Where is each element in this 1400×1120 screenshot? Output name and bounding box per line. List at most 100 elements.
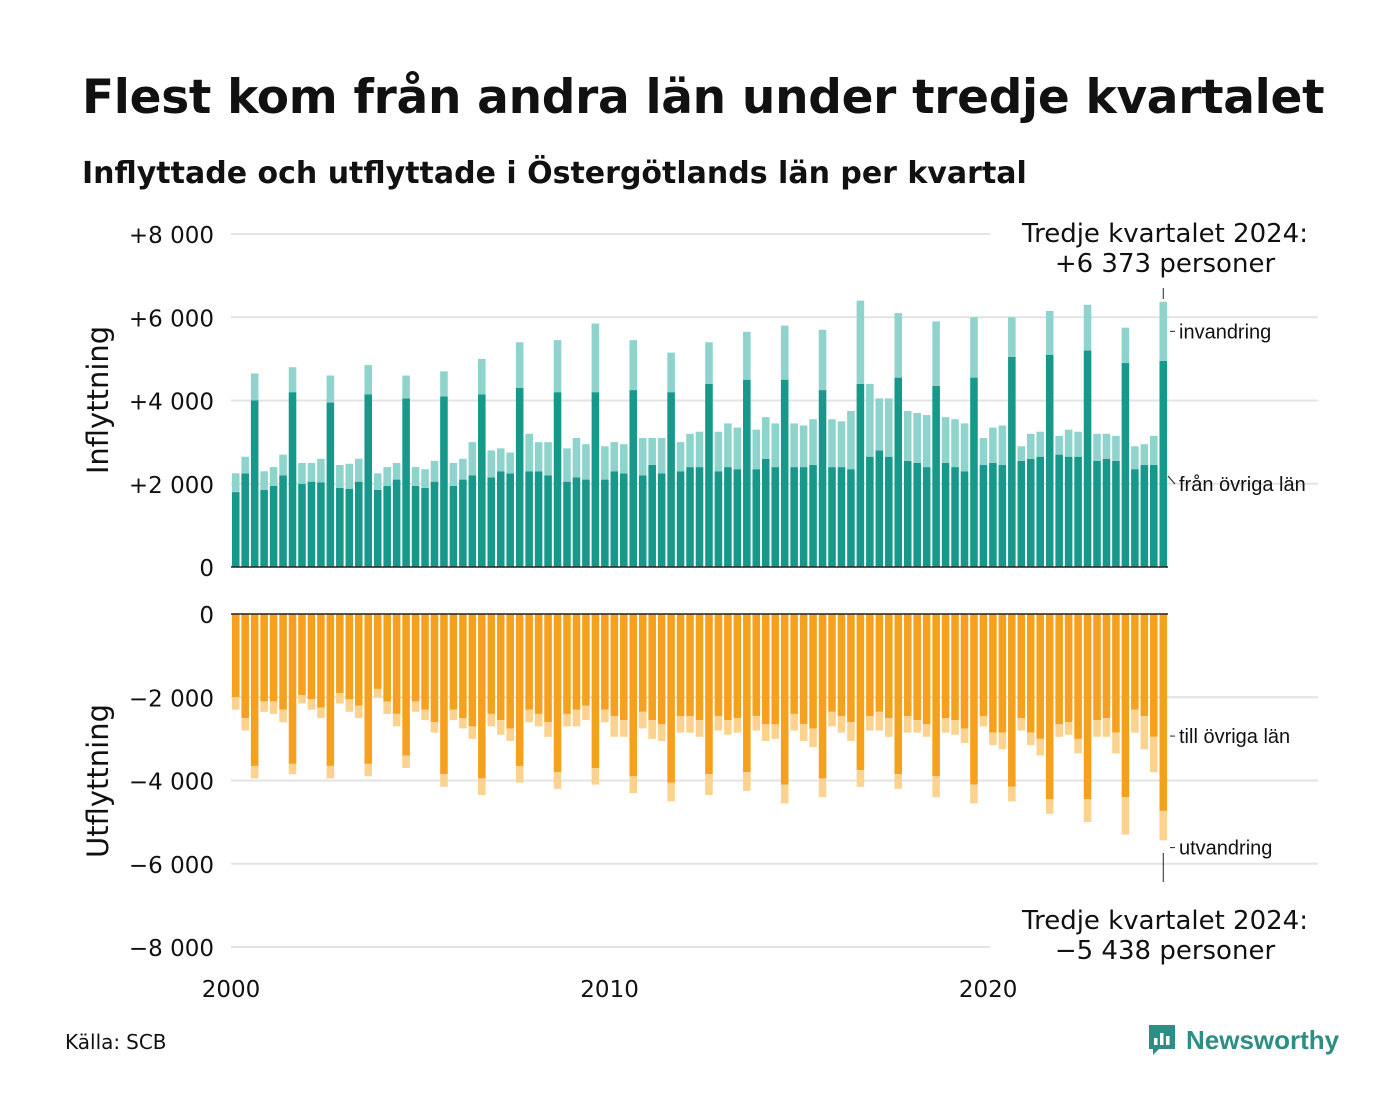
bar-outflow-emigration	[1017, 718, 1026, 731]
bar-outflow-domestic	[515, 614, 524, 766]
bar-inflow-domestic	[1102, 458, 1111, 567]
bar-outflow-emigration	[1083, 799, 1092, 823]
bar-outflow-domestic	[591, 614, 600, 769]
bar-outflow-domestic	[743, 614, 751, 773]
bar-inflow-domestic	[619, 473, 628, 567]
bar-inflow-domestic	[856, 383, 865, 567]
bar-inflow-immigration	[979, 437, 988, 466]
bar-inflow-immigration	[828, 419, 836, 468]
y-tick-label: +2 000	[129, 473, 214, 499]
y-tick-label: −8 000	[129, 936, 214, 962]
bar-outflow-emigration	[279, 709, 287, 723]
bar-inflow-immigration	[970, 317, 978, 378]
bar-outflow-emigration	[733, 718, 742, 733]
y-tick-label: +6 000	[129, 306, 214, 332]
bar-inflow-domestic	[913, 462, 921, 567]
bar-outflow-emigration	[392, 713, 401, 727]
bar-inflow-domestic	[317, 482, 325, 567]
bar-outflow-emigration	[724, 720, 732, 735]
bar-inflow-domestic	[1159, 360, 1168, 567]
bar-inflow-immigration	[619, 444, 628, 474]
bar-inflow-domestic	[421, 487, 429, 567]
bar-outflow-emigration	[1112, 732, 1120, 754]
bar-inflow-domestic	[336, 487, 344, 567]
bar-inflow-immigration	[515, 342, 524, 389]
bar-inflow-domestic	[279, 475, 287, 567]
bar-outflow-domestic	[487, 614, 496, 714]
bar-outflow-domestic	[317, 614, 325, 708]
bar-inflow-domestic	[1083, 350, 1092, 567]
bar-outflow-domestic	[1121, 614, 1130, 798]
bar-inflow-domestic	[383, 485, 391, 567]
bar-inflow-immigration	[676, 442, 685, 472]
labels: +8 000 +6 000 +4 000 +2 000 0 0 −2 000 −4 000 −6…	[81, 219, 1308, 1000]
brand-logo: Newsworthy	[1146, 1022, 1339, 1058]
bar-inflow-domestic	[705, 383, 713, 567]
bar-outflow-domestic	[913, 614, 921, 721]
bar-outflow-domestic	[1131, 614, 1139, 710]
bar-inflow-immigration	[1121, 327, 1130, 364]
bar-inflow-domestic	[979, 465, 988, 567]
bar-outflow-emigration	[970, 784, 978, 804]
bar-outflow-emigration	[288, 763, 297, 775]
bar-outflow-emigration	[648, 720, 656, 739]
bar-inflow-immigration	[837, 421, 846, 468]
bar-outflow-domestic	[1140, 614, 1149, 716]
outflow-bars	[231, 614, 1168, 841]
bar-outflow-emigration	[383, 701, 391, 714]
bar-inflow-domestic	[610, 471, 619, 567]
bar-inflow-immigration	[903, 410, 912, 461]
bar-inflow-immigration	[553, 340, 562, 393]
bar-outflow-domestic	[525, 614, 533, 710]
bar-outflow-emigration	[478, 778, 486, 796]
bar-outflow-emigration	[250, 765, 259, 779]
bar-outflow-emigration	[373, 688, 382, 698]
source-value: SCB	[126, 1030, 167, 1054]
bar-outflow-emigration	[1159, 810, 1168, 841]
bar-outflow-emigration	[989, 732, 997, 746]
bar-inflow-domestic	[354, 481, 363, 567]
bar-outflow-emigration	[1131, 709, 1139, 733]
bar-inflow-immigration	[1008, 317, 1016, 357]
bar-inflow-immigration	[544, 442, 552, 476]
bar-inflow-immigration	[960, 423, 969, 472]
bar-outflow-emigration	[1140, 715, 1149, 750]
bar-inflow-domestic	[1008, 356, 1016, 567]
bar-outflow-domestic	[619, 614, 628, 721]
bar-inflow-immigration	[1140, 444, 1149, 466]
bar-inflow-immigration	[345, 463, 354, 489]
bar-outflow-emigration	[525, 709, 533, 723]
bar-outflow-emigration	[780, 784, 789, 804]
bar-outflow-emigration	[1064, 722, 1073, 735]
bar-outflow-emigration	[799, 724, 808, 741]
bar-outflow-emigration	[1150, 736, 1158, 773]
bar-inflow-immigration	[771, 423, 780, 468]
source-label: Källa:	[65, 1030, 121, 1054]
bar-outflow-emigration	[790, 713, 798, 731]
bar-inflow-immigration	[336, 465, 344, 488]
bar-outflow-domestic	[780, 614, 789, 785]
bar-inflow-domestic	[885, 456, 893, 567]
bar-outflow-emigration	[837, 715, 846, 733]
bar-outflow-domestic	[1064, 614, 1073, 723]
bar-inflow-domestic	[307, 481, 316, 567]
bar-outflow-domestic	[260, 614, 268, 702]
bar-inflow-domestic	[440, 396, 448, 567]
bar-outflow-domestic	[1017, 614, 1026, 719]
bar-inflow-domestic	[837, 467, 846, 567]
bar-outflow-domestic	[459, 614, 467, 719]
bar-outflow-emigration	[847, 722, 855, 741]
bar-outflow-emigration	[619, 720, 628, 737]
bar-outflow-domestic	[648, 614, 656, 721]
brand-name: Newsworthy	[1186, 1024, 1340, 1055]
bar-inflow-immigration	[459, 458, 467, 480]
y-tick-label: 0	[199, 603, 214, 629]
bar-outflow-emigration	[345, 699, 354, 712]
bar-inflow-immigration	[648, 437, 656, 466]
bar-inflow-immigration	[667, 352, 675, 393]
bar-outflow-emigration	[1055, 724, 1063, 737]
bar-outflow-domestic	[402, 614, 410, 756]
bar-outflow-domestic	[1074, 614, 1082, 739]
bar-inflow-immigration	[1055, 435, 1063, 455]
bar-outflow-domestic	[392, 614, 401, 714]
